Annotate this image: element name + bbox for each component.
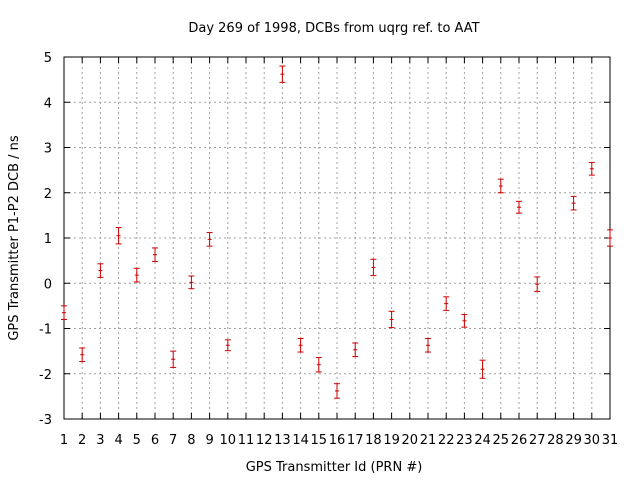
data-point (570, 195, 577, 211)
data-point (588, 161, 595, 176)
x-tick-label: 21 (420, 433, 437, 448)
y-tick-label: 2 (44, 187, 52, 202)
x-tick-label: 13 (274, 433, 291, 448)
chart-title: Day 269 of 1998, DCBs from uqrg ref. to … (188, 21, 479, 36)
x-tick-label: 15 (311, 433, 328, 448)
y-tick-label: -2 (39, 368, 52, 383)
y-tick-label: 5 (44, 51, 52, 66)
x-tick-label: 18 (365, 433, 382, 448)
y-tick-label: -1 (39, 323, 52, 338)
data-point (461, 313, 468, 328)
data-point (534, 276, 541, 292)
y-tick-label: -3 (39, 413, 52, 428)
x-tick-label: 2 (78, 433, 86, 448)
data-point (497, 178, 504, 194)
x-tick-label: 5 (133, 433, 141, 448)
data-point (388, 310, 395, 329)
data-point (425, 337, 431, 353)
data-point (352, 342, 359, 358)
x-tick-label: 23 (456, 433, 473, 448)
data-point (370, 258, 377, 277)
x-tick-label: 31 (602, 433, 619, 448)
x-tick-label: 27 (529, 433, 546, 448)
data-point (115, 227, 122, 245)
x-tick-label: 16 (329, 433, 346, 448)
x-tick-label: 26 (511, 433, 528, 448)
data-point (206, 232, 213, 247)
data-point (516, 200, 522, 214)
x-tick-label: 4 (114, 433, 122, 448)
data-point (170, 350, 177, 368)
data-point (315, 356, 322, 373)
data-point (224, 339, 231, 352)
x-tick-label: 3 (96, 433, 104, 448)
y-tick-label: 4 (44, 96, 52, 111)
x-tick-label: 30 (584, 433, 601, 448)
x-tick-label: 7 (169, 433, 177, 448)
data-point (479, 359, 486, 379)
y-tick-label: 3 (44, 142, 52, 157)
y-tick-label: 0 (44, 277, 52, 292)
x-tick-label: 1 (60, 433, 68, 448)
x-tick-label: 9 (205, 433, 213, 448)
data-point (279, 65, 286, 83)
x-tick-label: 22 (438, 433, 455, 448)
x-axis-label: GPS Transmitter Id (PRN #) (246, 460, 423, 475)
x-tick-label: 24 (474, 433, 491, 448)
x-tick-label: 6 (151, 433, 159, 448)
grid-lines (64, 57, 610, 419)
data-point (152, 247, 158, 263)
data-point (97, 263, 104, 278)
data-point (443, 296, 450, 311)
data-points (61, 65, 613, 399)
x-tick-label: 14 (292, 433, 309, 448)
x-tick-label: 29 (565, 433, 582, 448)
x-tick-label: 11 (238, 433, 255, 448)
data-point (61, 305, 67, 320)
x-tick-label: 25 (493, 433, 510, 448)
x-tick-label: 10 (220, 433, 237, 448)
data-point (79, 347, 86, 363)
data-point (297, 337, 304, 353)
data-point (607, 229, 613, 247)
data-point (188, 275, 195, 290)
x-tick-label: 8 (187, 433, 195, 448)
x-tick-label: 17 (347, 433, 364, 448)
x-tick-label: 19 (383, 433, 400, 448)
x-tick-label: 12 (256, 433, 273, 448)
y-tick-label: 1 (44, 232, 52, 247)
y-axis-label: GPS Transmitter P1-P2 DCB / ns (7, 135, 22, 341)
data-point (334, 383, 340, 399)
x-tick-label: 28 (547, 433, 564, 448)
x-tick-label: 20 (402, 433, 419, 448)
data-point (133, 267, 140, 283)
